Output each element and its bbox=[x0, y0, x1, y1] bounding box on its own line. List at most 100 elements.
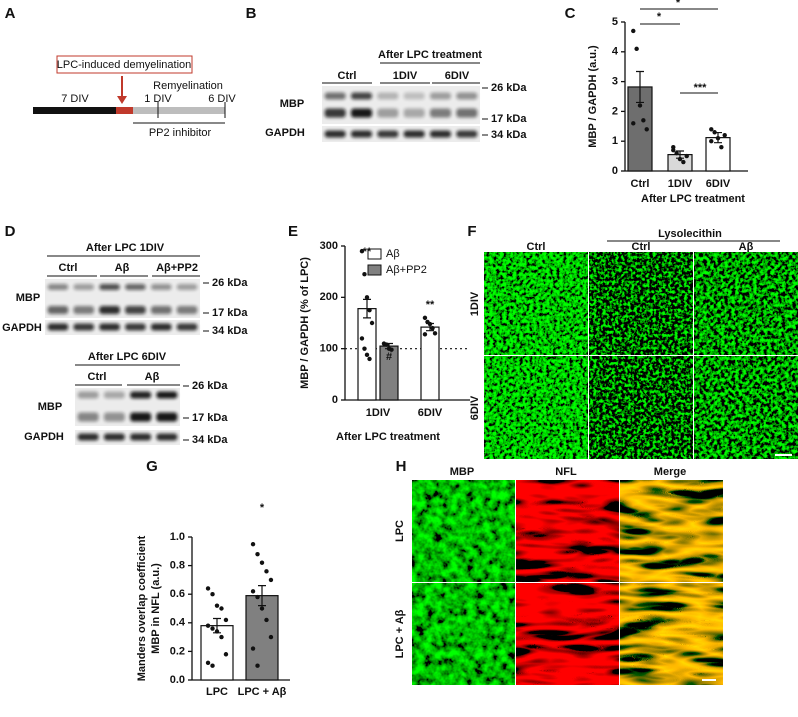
blot-band bbox=[156, 391, 178, 399]
blot-membrane bbox=[45, 279, 200, 318]
lane-label: Aβ bbox=[145, 371, 160, 383]
data-point bbox=[359, 336, 365, 341]
blot-band bbox=[125, 306, 146, 314]
data-point bbox=[709, 127, 714, 132]
marker-label: 17 kDa bbox=[192, 412, 228, 424]
data-point bbox=[432, 331, 438, 336]
row-label: MBP bbox=[16, 292, 40, 304]
group-label: Lysolecithin bbox=[658, 228, 722, 240]
y-tick-label: 4 bbox=[612, 46, 619, 58]
significance-label: * bbox=[676, 0, 681, 9]
data-point bbox=[205, 586, 211, 591]
column-label: NFL bbox=[555, 466, 577, 478]
blot-band bbox=[130, 412, 152, 422]
data-point bbox=[644, 127, 649, 132]
y-tick-label: 3 bbox=[612, 76, 618, 88]
data-point bbox=[219, 634, 224, 640]
marker-label: 34 kDa bbox=[192, 434, 228, 446]
data-point bbox=[214, 629, 220, 634]
y-tick-label: 0.8 bbox=[170, 560, 185, 572]
row-label: GAPDH bbox=[2, 322, 42, 334]
data-point bbox=[364, 352, 370, 358]
data-point bbox=[210, 626, 215, 631]
y-axis-label: Manders overlap coefficient bbox=[136, 535, 148, 681]
row-label: LPC + Aβ bbox=[394, 609, 406, 658]
significance-label: ** bbox=[426, 299, 435, 311]
y-tick-label: 1 bbox=[612, 135, 618, 147]
blot-band bbox=[403, 108, 425, 118]
data-point bbox=[362, 346, 367, 351]
x-axis-label: After LPC treatment bbox=[336, 431, 440, 443]
blot-band bbox=[77, 391, 99, 399]
legend-label: Aβ+PP2 bbox=[386, 264, 427, 276]
data-point bbox=[367, 356, 372, 362]
data-point bbox=[364, 295, 370, 300]
data-point bbox=[210, 663, 215, 668]
data-point bbox=[223, 617, 229, 623]
data-point bbox=[641, 118, 646, 123]
row-label: MBP bbox=[280, 98, 304, 110]
blot-band bbox=[377, 108, 399, 118]
blot-band bbox=[429, 130, 452, 138]
legend-swatch bbox=[367, 264, 382, 276]
blot-band bbox=[73, 306, 95, 314]
data-point bbox=[268, 577, 274, 583]
lane-label: 1DIV bbox=[393, 70, 418, 82]
blot-title: After LPC 6DIV bbox=[88, 351, 167, 363]
data-point bbox=[430, 325, 435, 331]
blot-band bbox=[150, 323, 172, 331]
column-label: Ctrl bbox=[527, 241, 546, 253]
blot-band bbox=[350, 130, 373, 138]
data-point bbox=[250, 541, 256, 547]
blot-band bbox=[176, 323, 198, 331]
blot-band bbox=[156, 433, 178, 441]
data-point bbox=[422, 332, 428, 337]
data-point bbox=[422, 315, 428, 321]
panel-label: H bbox=[396, 458, 407, 475]
panel-label: A bbox=[5, 5, 16, 22]
timeline-label: 6 DIV bbox=[208, 93, 236, 105]
timeline-lpc bbox=[116, 107, 133, 114]
blot-band bbox=[150, 284, 172, 290]
panel-label: C bbox=[565, 5, 576, 22]
lane-label: 6DIV bbox=[445, 70, 470, 82]
y-tick-label: 2 bbox=[612, 105, 618, 117]
y-tick-label: 300 bbox=[320, 240, 338, 252]
micrograph bbox=[484, 252, 588, 355]
blot-membrane bbox=[322, 86, 480, 124]
data-point bbox=[255, 551, 260, 557]
blot-membrane bbox=[322, 126, 480, 142]
column-label: Ctrl bbox=[632, 241, 651, 253]
blot-band bbox=[73, 284, 95, 290]
data-point bbox=[681, 159, 686, 165]
data-point bbox=[631, 28, 636, 34]
y-tick-label: 1.0 bbox=[170, 531, 185, 543]
marker-label: 17 kDa bbox=[212, 307, 248, 319]
data-point bbox=[674, 150, 679, 156]
legend-swatch bbox=[367, 248, 382, 260]
micrograph bbox=[694, 356, 798, 459]
row-label: MBP bbox=[38, 401, 62, 413]
y-tick-label: 5 bbox=[612, 16, 618, 28]
blot-band bbox=[429, 108, 452, 118]
row-label: LPC bbox=[394, 520, 406, 542]
panel-label: G bbox=[146, 458, 158, 475]
data-point bbox=[722, 133, 727, 138]
panel-label: F bbox=[467, 223, 476, 240]
blot-band bbox=[403, 92, 425, 100]
row-label: 1DIV bbox=[469, 291, 481, 316]
blot-band bbox=[125, 323, 146, 331]
data-point bbox=[259, 560, 265, 565]
row-label: 6DIV bbox=[469, 395, 481, 420]
data-point bbox=[709, 139, 714, 144]
y-axis-label: MBP in NFL (a.u.) bbox=[150, 563, 162, 654]
y-tick-label: 0.2 bbox=[170, 645, 185, 657]
significance-label: *** bbox=[694, 82, 708, 94]
blot-band bbox=[176, 284, 198, 290]
y-tick-label: 0.4 bbox=[170, 617, 186, 629]
arrow-head bbox=[117, 96, 127, 104]
blot-band bbox=[125, 284, 146, 290]
significance-label: * bbox=[657, 11, 662, 23]
blot-band bbox=[429, 92, 452, 100]
